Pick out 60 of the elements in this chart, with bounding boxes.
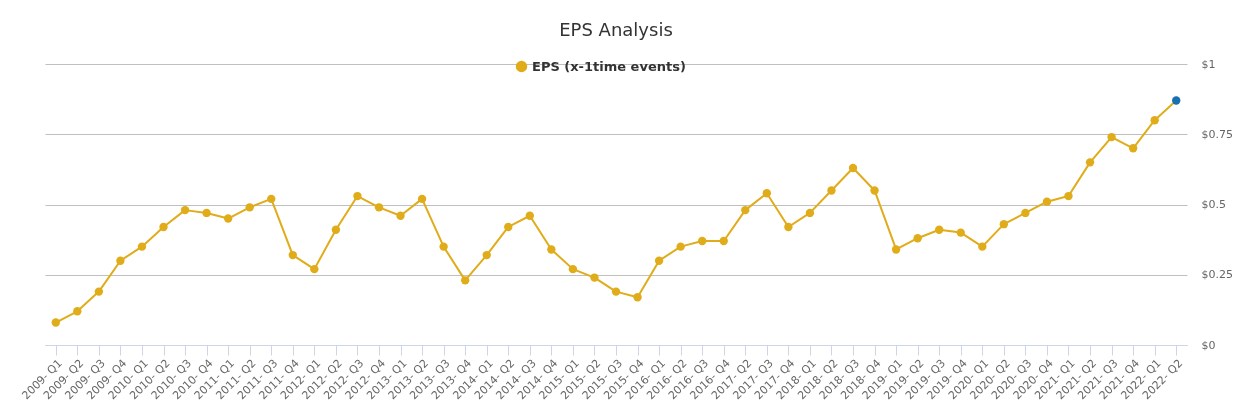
point (245, 203, 254, 212)
legend-label: EPS (x-1time events) (532, 58, 686, 74)
point (654, 256, 664, 265)
point (741, 205, 750, 215)
point (805, 208, 815, 218)
point (848, 163, 858, 173)
point (1107, 132, 1116, 142)
y-tick-label: $0.5 (1201, 198, 1226, 211)
point (547, 245, 556, 254)
point (223, 214, 233, 223)
point (698, 236, 707, 246)
y-tick-label: $0.25 (1201, 268, 1233, 282)
point (202, 208, 211, 218)
point (116, 256, 125, 265)
point (913, 234, 922, 243)
point (870, 186, 879, 195)
point (827, 186, 836, 195)
point (1128, 144, 1138, 153)
point (762, 189, 772, 198)
point (504, 222, 513, 232)
point (568, 264, 578, 274)
chart-title: EPS Analysis (559, 19, 673, 40)
point (180, 205, 190, 215)
point (784, 222, 793, 232)
point (719, 236, 728, 246)
point (676, 242, 685, 251)
point (267, 194, 276, 204)
point (633, 293, 642, 302)
point (956, 228, 965, 237)
point (891, 245, 901, 254)
point (51, 318, 60, 327)
point (288, 250, 297, 260)
point (978, 242, 987, 251)
y-tick-label: $0 (1201, 338, 1216, 352)
point (1042, 197, 1052, 206)
point (482, 250, 491, 260)
point (460, 276, 470, 285)
point (1021, 208, 1030, 218)
point (999, 220, 1009, 229)
point (137, 242, 147, 251)
point (417, 194, 427, 204)
point (1172, 96, 1181, 105)
point (590, 273, 599, 282)
point (525, 211, 534, 220)
point (1085, 158, 1095, 167)
y-tick-label: $0.75 (1201, 127, 1233, 141)
point (310, 264, 319, 274)
point (374, 203, 384, 212)
point (611, 287, 621, 296)
point (935, 225, 944, 234)
point (439, 242, 448, 251)
point (94, 287, 104, 296)
point (1150, 116, 1159, 125)
point (1064, 191, 1073, 201)
point (396, 211, 405, 220)
point (331, 225, 341, 234)
point (353, 191, 362, 201)
y-tick-label: $1 (1201, 57, 1216, 71)
point (73, 307, 82, 316)
point (159, 222, 168, 232)
